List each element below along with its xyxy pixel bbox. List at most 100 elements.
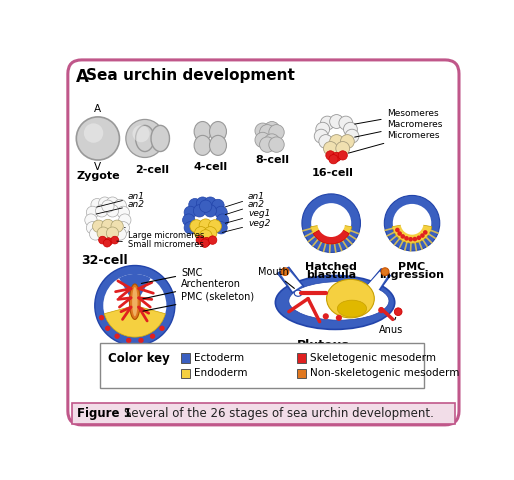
Text: PMC: PMC: [398, 262, 426, 272]
Circle shape: [114, 228, 126, 240]
Circle shape: [204, 197, 216, 209]
Circle shape: [323, 142, 337, 156]
Circle shape: [208, 220, 222, 233]
Circle shape: [317, 209, 345, 237]
Circle shape: [182, 214, 195, 226]
FancyBboxPatch shape: [71, 403, 455, 424]
Text: Mesomeres: Mesomeres: [355, 109, 438, 124]
Text: A: A: [94, 104, 101, 114]
Wedge shape: [302, 194, 360, 252]
Circle shape: [400, 212, 424, 235]
Circle shape: [117, 222, 130, 234]
Circle shape: [215, 206, 227, 218]
Circle shape: [338, 151, 347, 160]
Circle shape: [316, 122, 329, 136]
Circle shape: [105, 238, 113, 245]
Circle shape: [329, 134, 343, 148]
Circle shape: [190, 220, 203, 233]
Circle shape: [311, 203, 351, 243]
Text: Color key: Color key: [108, 352, 170, 365]
Circle shape: [336, 315, 342, 321]
Circle shape: [76, 117, 119, 160]
Text: ingression: ingression: [379, 270, 445, 280]
FancyBboxPatch shape: [75, 405, 118, 422]
Circle shape: [260, 125, 275, 140]
Circle shape: [423, 230, 428, 235]
Wedge shape: [384, 195, 440, 251]
Text: Skeletogenic mesoderm: Skeletogenic mesoderm: [309, 353, 436, 363]
Wedge shape: [104, 306, 166, 337]
Circle shape: [93, 220, 105, 232]
Text: an2: an2: [225, 200, 265, 215]
Bar: [297, 369, 306, 378]
Circle shape: [400, 234, 405, 239]
Circle shape: [184, 222, 196, 234]
Ellipse shape: [289, 282, 389, 320]
Text: Late: Late: [116, 353, 146, 366]
Circle shape: [199, 230, 212, 243]
FancyBboxPatch shape: [100, 343, 424, 388]
Polygon shape: [277, 267, 304, 293]
Circle shape: [105, 325, 111, 331]
Circle shape: [126, 120, 164, 157]
Ellipse shape: [210, 135, 227, 156]
Circle shape: [212, 199, 224, 212]
Circle shape: [215, 222, 227, 234]
Bar: [297, 353, 306, 362]
Circle shape: [314, 129, 328, 143]
Bar: [181, 353, 190, 362]
Circle shape: [381, 268, 389, 276]
Circle shape: [216, 214, 229, 226]
Circle shape: [394, 308, 402, 315]
Wedge shape: [313, 223, 349, 244]
Circle shape: [96, 204, 108, 217]
Text: Zygote: Zygote: [76, 171, 120, 181]
Circle shape: [199, 200, 212, 212]
Circle shape: [204, 227, 217, 240]
Circle shape: [99, 236, 106, 244]
Ellipse shape: [326, 279, 374, 318]
FancyBboxPatch shape: [68, 60, 459, 425]
Circle shape: [97, 227, 109, 240]
Circle shape: [397, 231, 402, 236]
Ellipse shape: [130, 284, 140, 319]
Circle shape: [408, 237, 413, 241]
Circle shape: [150, 334, 155, 339]
Circle shape: [329, 155, 338, 164]
Circle shape: [189, 199, 201, 211]
Circle shape: [281, 268, 289, 276]
Circle shape: [264, 134, 280, 149]
Circle shape: [323, 313, 329, 319]
Ellipse shape: [151, 125, 170, 152]
Wedge shape: [95, 265, 175, 346]
Circle shape: [119, 214, 131, 226]
Circle shape: [99, 197, 111, 209]
Circle shape: [320, 116, 334, 130]
Text: 2-cell: 2-cell: [136, 166, 170, 175]
Circle shape: [326, 151, 335, 160]
Text: an1: an1: [225, 192, 265, 207]
Circle shape: [196, 236, 205, 244]
Circle shape: [332, 152, 341, 162]
Circle shape: [111, 220, 123, 232]
Circle shape: [345, 129, 359, 143]
Circle shape: [111, 236, 119, 244]
Text: an2: an2: [96, 200, 145, 214]
Circle shape: [102, 200, 114, 212]
Circle shape: [103, 274, 167, 337]
Circle shape: [86, 206, 99, 218]
Text: Several of the 26 stages of sea urchin development.: Several of the 26 stages of sea urchin d…: [124, 407, 434, 420]
Circle shape: [159, 325, 164, 331]
Ellipse shape: [294, 290, 302, 296]
Text: Ectoderm: Ectoderm: [194, 353, 244, 363]
Circle shape: [91, 199, 103, 211]
Circle shape: [133, 125, 150, 142]
Text: Mouth: Mouth: [258, 267, 295, 288]
Circle shape: [420, 233, 425, 238]
Circle shape: [106, 197, 119, 209]
Text: Hatched: Hatched: [305, 262, 357, 272]
Text: Sea urchin development: Sea urchin development: [85, 68, 295, 83]
Ellipse shape: [132, 287, 138, 316]
Circle shape: [319, 134, 333, 148]
Circle shape: [393, 204, 431, 242]
